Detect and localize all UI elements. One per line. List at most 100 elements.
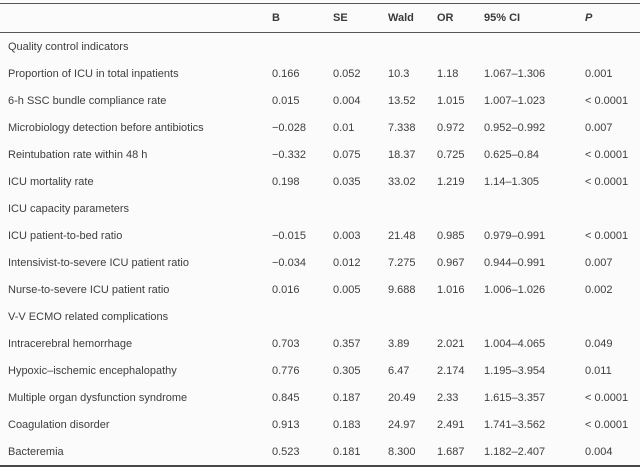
cell-p: < 0.0001 bbox=[585, 418, 629, 431]
row-label: Multiple organ dysfunction syndrome bbox=[8, 391, 188, 404]
cell-or: 0.967 bbox=[437, 256, 465, 269]
cell-ci: 0.952–0.992 bbox=[484, 121, 546, 134]
cell-b: 0.523 bbox=[272, 445, 300, 458]
cell-b: −0.028 bbox=[272, 121, 306, 134]
cell-ci: 1.195–3.954 bbox=[484, 364, 546, 377]
cell-or: 0.972 bbox=[437, 121, 465, 134]
row-label: Intensivist-to-severe ICU patient ratio bbox=[8, 256, 189, 269]
cell-p: < 0.0001 bbox=[585, 229, 629, 242]
cell-ci: 1.741–3.562 bbox=[484, 418, 546, 431]
row-label: Nurse-to-severe ICU patient ratio bbox=[8, 283, 170, 296]
row-label: 6-h SSC bundle compliance rate bbox=[8, 94, 167, 107]
section-row: ICU capacity parameters bbox=[0, 195, 640, 222]
cell-p: 0.004 bbox=[585, 445, 613, 458]
cell-p: 0.001 bbox=[585, 67, 613, 80]
cell-wald: 20.49 bbox=[388, 391, 416, 404]
cell-or: 1.015 bbox=[437, 94, 465, 107]
table-row: Reintubation rate within 48 h −0.332 0.075… bbox=[0, 141, 640, 168]
cell-se: 0.012 bbox=[333, 256, 361, 269]
cell-b: 0.015 bbox=[272, 94, 300, 107]
cell-p: < 0.0001 bbox=[585, 391, 629, 404]
cell-b: 0.703 bbox=[272, 337, 300, 350]
cell-p: 0.011 bbox=[585, 364, 612, 377]
cell-b: 0.166 bbox=[272, 67, 300, 80]
cell-wald: 21.48 bbox=[388, 229, 416, 242]
cell-se: 0.183 bbox=[333, 418, 361, 431]
section-row: V-V ECMO related complications bbox=[0, 303, 640, 330]
section-label: ICU capacity parameters bbox=[8, 202, 130, 215]
cell-or: 1.219 bbox=[437, 175, 465, 188]
cell-se: 0.075 bbox=[333, 148, 361, 161]
cell-wald: 7.338 bbox=[388, 121, 416, 134]
cell-wald: 13.52 bbox=[388, 94, 416, 107]
table-header: B SE Wald OR 95% CI P bbox=[0, 3, 640, 33]
cell-wald: 24.97 bbox=[388, 418, 416, 431]
table-row: Bacteremia 0.523 0.181 8.300 1.687 1.182–2.40… bbox=[0, 438, 640, 466]
cell-b: 0.913 bbox=[272, 418, 300, 431]
cell-b: 0.016 bbox=[272, 283, 300, 296]
cell-se: 0.005 bbox=[333, 283, 361, 296]
cell-wald: 7.275 bbox=[388, 256, 416, 269]
cell-p: 0.002 bbox=[585, 283, 613, 296]
row-label: Bacteremia bbox=[8, 445, 64, 458]
cell-ci: 0.625–0.84 bbox=[484, 148, 540, 161]
cell-ci: 1.615–3.357 bbox=[484, 391, 546, 404]
cell-or: 2.174 bbox=[437, 364, 465, 377]
cell-or: 2.491 bbox=[437, 418, 465, 431]
cell-ci: 1.182–2.407 bbox=[484, 445, 546, 458]
cell-p: < 0.0001 bbox=[585, 175, 629, 188]
header-b: B bbox=[272, 3, 333, 33]
cell-b: 0.776 bbox=[272, 364, 300, 377]
table-row: 6-h SSC bundle compliance rate 0.015 0.004… bbox=[0, 87, 640, 114]
cell-wald: 10.3 bbox=[388, 67, 410, 80]
cell-wald: 9.688 bbox=[388, 283, 416, 296]
cell-p: 0.049 bbox=[585, 337, 613, 350]
cell-p: 0.007 bbox=[585, 121, 613, 134]
row-label: ICU mortality rate bbox=[8, 175, 94, 188]
cell-ci: 0.979–0.991 bbox=[484, 229, 546, 242]
table-row: ICU mortality rate 0.198 0.035 33.02 1.219 1.… bbox=[0, 168, 640, 195]
row-label: Coagulation disorder bbox=[8, 418, 110, 431]
cell-se: 0.003 bbox=[333, 229, 361, 242]
row-label: Hypoxic–ischemic encephalopathy bbox=[8, 364, 177, 377]
cell-or: 2.021 bbox=[437, 337, 465, 350]
cell-wald: 18.37 bbox=[388, 148, 416, 161]
cell-se: 0.181 bbox=[333, 445, 361, 458]
header-or: OR bbox=[437, 3, 484, 33]
table-row: Coagulation disorder 0.913 0.183 24.97 2.491… bbox=[0, 411, 640, 438]
table-row: Nurse-to-severe ICU patient ratio 0.016 0.… bbox=[0, 276, 640, 303]
row-label: Reintubation rate within 48 h bbox=[8, 148, 148, 161]
header-se: SE bbox=[333, 3, 388, 33]
cell-b: 0.845 bbox=[272, 391, 300, 404]
cell-ci: 1.14–1.305 bbox=[484, 175, 540, 188]
cell-se: 0.305 bbox=[333, 364, 361, 377]
cell-wald: 8.300 bbox=[388, 445, 416, 458]
section-label: V-V ECMO related complications bbox=[8, 310, 169, 323]
row-label: Microbiology detection before antibiotic… bbox=[8, 121, 204, 134]
header-indicator bbox=[0, 3, 272, 33]
header-p: P bbox=[585, 3, 640, 33]
table-row: Intensivist-to-severe ICU patient ratio −… bbox=[0, 249, 640, 276]
cell-se: 0.357 bbox=[333, 337, 361, 350]
row-label: Proportion of ICU in total inpatients bbox=[8, 67, 179, 80]
cell-b: −0.015 bbox=[272, 229, 306, 242]
table-row: ICU patient-to-bed ratio −0.015 0.003 21.48… bbox=[0, 222, 640, 249]
table-row: Hypoxic–ischemic encephalopathy 0.776 0.30… bbox=[0, 357, 640, 384]
cell-se: 0.035 bbox=[333, 175, 361, 188]
header-row: B SE Wald OR 95% CI P bbox=[0, 3, 640, 33]
cell-or: 0.725 bbox=[437, 148, 465, 161]
cell-or: 2.33 bbox=[437, 391, 459, 404]
cell-p: < 0.0001 bbox=[585, 94, 629, 107]
row-label: ICU patient-to-bed ratio bbox=[8, 229, 123, 242]
cell-or: 1.687 bbox=[437, 445, 465, 458]
cell-or: 1.18 bbox=[437, 67, 459, 80]
table-row: Proportion of ICU in total inpatients 0.1… bbox=[0, 60, 640, 87]
section-label: Quality control indicators bbox=[8, 40, 129, 53]
header-wald: Wald bbox=[388, 3, 437, 33]
cell-b: 0.198 bbox=[272, 175, 300, 188]
cell-se: 0.01 bbox=[333, 121, 355, 134]
cell-wald: 3.89 bbox=[388, 337, 410, 350]
cell-ci: 1.004–4.065 bbox=[484, 337, 546, 350]
cell-b: −0.332 bbox=[272, 148, 306, 161]
cell-wald: 33.02 bbox=[388, 175, 416, 188]
